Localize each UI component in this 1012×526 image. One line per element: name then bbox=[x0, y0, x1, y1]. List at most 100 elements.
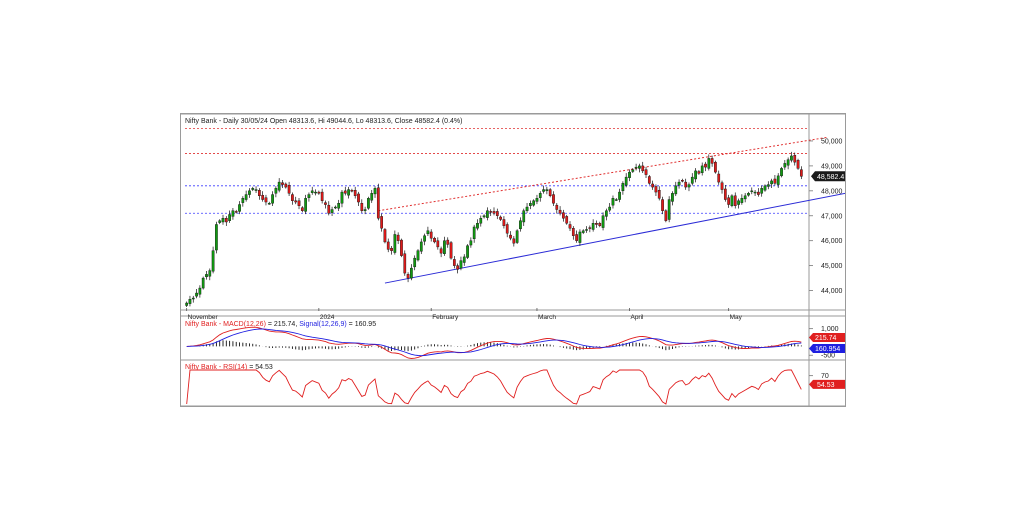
candle-133 bbox=[624, 173, 628, 188]
candle-body bbox=[383, 229, 387, 243]
candle-body bbox=[667, 199, 671, 220]
chart-frame: Nifty Bank - Daily 30/05/24 Open 48313.6… bbox=[180, 113, 871, 407]
candle-88 bbox=[476, 219, 479, 231]
candle-138 bbox=[641, 161, 645, 173]
candle-155 bbox=[697, 170, 701, 175]
candle-body bbox=[780, 168, 783, 177]
candle-61 bbox=[386, 238, 390, 253]
candle-body bbox=[188, 299, 192, 304]
signal-value: 160.95 bbox=[355, 321, 377, 328]
candle-body bbox=[763, 185, 767, 191]
candle-186 bbox=[799, 166, 803, 180]
candle-body bbox=[297, 200, 301, 206]
candle-body bbox=[644, 169, 648, 175]
candle-body bbox=[248, 190, 251, 195]
candle-32 bbox=[291, 192, 294, 205]
candle-81 bbox=[452, 256, 456, 269]
candle-90 bbox=[482, 214, 486, 219]
candle-27 bbox=[274, 186, 278, 198]
candle-body bbox=[624, 176, 628, 186]
y-tick-label: 50,000 bbox=[821, 138, 843, 145]
candle-171 bbox=[750, 187, 754, 195]
candle-body bbox=[314, 191, 317, 194]
y-tick-label: 49,000 bbox=[821, 163, 843, 170]
candle-68 bbox=[410, 264, 413, 281]
candle-169 bbox=[743, 193, 747, 203]
candle-42 bbox=[324, 200, 327, 209]
candle-11 bbox=[221, 214, 225, 225]
candle-body bbox=[588, 227, 592, 229]
candle-80 bbox=[449, 241, 453, 260]
candle-body bbox=[281, 182, 284, 185]
candle-180 bbox=[780, 166, 783, 178]
candle-body bbox=[486, 210, 489, 218]
candle-body bbox=[324, 202, 327, 205]
candle-123 bbox=[591, 219, 595, 232]
candle-body bbox=[535, 198, 539, 202]
candle-104 bbox=[528, 200, 532, 210]
candle-101 bbox=[519, 217, 522, 232]
candle-181 bbox=[783, 160, 787, 170]
macd-value-tag-label: 160.954 bbox=[815, 346, 840, 353]
candle-body bbox=[234, 211, 238, 213]
candle-141 bbox=[651, 180, 654, 190]
candle-107 bbox=[538, 191, 542, 202]
candle-145 bbox=[664, 209, 668, 223]
candle-112 bbox=[555, 203, 559, 214]
candle-body bbox=[439, 248, 443, 254]
candle-57 bbox=[373, 186, 377, 198]
candle-47 bbox=[340, 189, 344, 208]
candle-body bbox=[684, 181, 688, 188]
price-y-ticks: 44,000 45,000 46,000 47,000 48,000 49,000 50,0… bbox=[809, 138, 843, 295]
candle-66 bbox=[403, 250, 407, 276]
candle-body bbox=[307, 194, 311, 198]
candle-body bbox=[492, 211, 496, 214]
candle-156 bbox=[700, 162, 704, 176]
candle-body bbox=[548, 189, 552, 197]
candle-body bbox=[532, 200, 536, 206]
candle-body bbox=[558, 209, 562, 214]
candle-body bbox=[690, 176, 694, 184]
candle-body bbox=[647, 176, 651, 184]
candle-172 bbox=[753, 189, 757, 197]
candle-body bbox=[469, 240, 473, 246]
candle-102 bbox=[522, 208, 526, 226]
candle-164 bbox=[727, 194, 730, 208]
x-tick-label: 2024 bbox=[320, 314, 335, 321]
y-tick-label: 47,000 bbox=[821, 213, 843, 220]
candle-99 bbox=[512, 236, 516, 247]
candle-body bbox=[261, 194, 265, 200]
candle-body bbox=[770, 180, 773, 185]
rsi-value: 54.53 bbox=[255, 364, 273, 371]
candle-24 bbox=[264, 194, 268, 206]
candle-157 bbox=[704, 161, 707, 172]
candle-179 bbox=[776, 173, 780, 188]
candle-43 bbox=[327, 201, 331, 216]
candle-6 bbox=[205, 270, 208, 280]
candle-35 bbox=[300, 206, 304, 213]
candle-body bbox=[433, 237, 436, 243]
candle-73 bbox=[426, 226, 430, 236]
candle-body bbox=[568, 224, 572, 229]
candle-body bbox=[674, 185, 678, 195]
candle-20 bbox=[251, 186, 255, 192]
candle-7 bbox=[208, 268, 212, 281]
candle-38 bbox=[310, 186, 314, 195]
candle-15 bbox=[234, 209, 238, 214]
candle-body bbox=[370, 193, 374, 201]
candle-82 bbox=[456, 263, 460, 274]
candle-122 bbox=[588, 225, 592, 233]
candle-body bbox=[294, 200, 298, 203]
candle-body bbox=[515, 230, 519, 243]
x-tick-label: March bbox=[538, 314, 556, 321]
candle-body bbox=[330, 209, 334, 213]
candle-body bbox=[191, 297, 195, 300]
candle-body bbox=[641, 165, 645, 172]
candle-25 bbox=[267, 201, 271, 205]
candle-body bbox=[274, 188, 278, 194]
candle-163 bbox=[723, 184, 727, 202]
rsi-value-tag-label: 54.53 bbox=[817, 382, 835, 389]
macd-lines bbox=[186, 326, 802, 359]
candle-body bbox=[608, 206, 612, 211]
candle-41 bbox=[320, 188, 324, 204]
